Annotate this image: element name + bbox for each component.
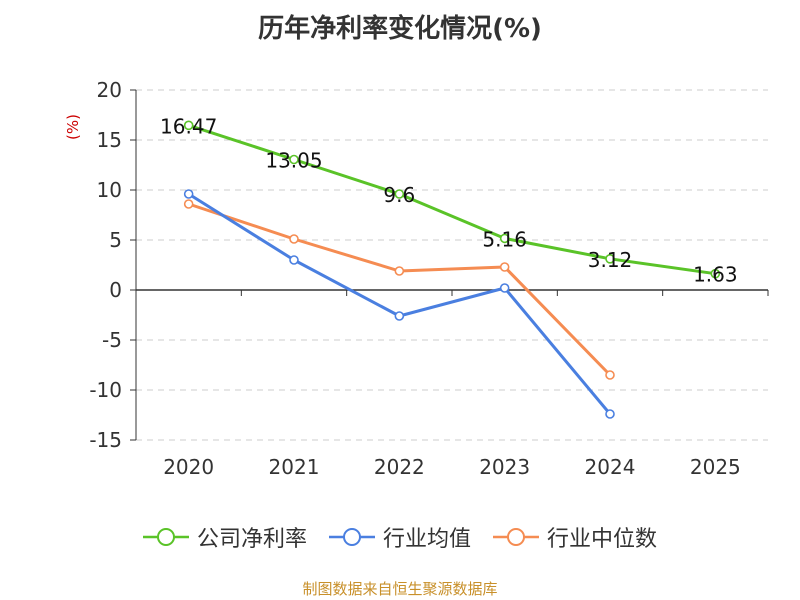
data-point — [710, 268, 721, 279]
data-point — [394, 189, 405, 199]
legend-marker-icon — [493, 528, 539, 546]
data-point — [289, 255, 299, 265]
data-label: 9.6 — [383, 183, 415, 207]
data-point — [499, 283, 510, 293]
data-point — [605, 253, 615, 264]
data-point — [183, 189, 194, 199]
data-point — [605, 370, 615, 380]
legend-label: 行业均值 — [382, 527, 471, 552]
chart-title: 历年净利率变化情况(%) — [258, 14, 542, 44]
legend-marker-icon — [142, 528, 189, 546]
y-tick-label: 20 — [97, 78, 122, 102]
data-point — [289, 154, 299, 165]
series-lines — [183, 120, 721, 419]
x-tick-label: 2021 — [269, 455, 320, 479]
series-line — [188, 123, 716, 276]
data-point — [289, 234, 299, 244]
y-tick-label: -10 — [89, 378, 122, 402]
y-tick-label: 5 — [109, 228, 122, 252]
data-point — [183, 120, 194, 131]
data-point — [394, 266, 405, 276]
y-tick-label: 0 — [109, 278, 122, 302]
source-note: 制图数据来自恒生聚源数据库 — [302, 580, 498, 598]
axes: 20 15 10 5 0 -5 -10 -15 2020 2021 2022 2023 2024 2025… — [64, 78, 769, 479]
y-tick-label: 15 — [97, 128, 122, 152]
x-tick-label: 2020 — [163, 455, 214, 479]
data-point — [394, 311, 405, 321]
data-point — [499, 233, 510, 244]
y-axis-label: (%) — [64, 114, 82, 140]
data-label: 16.47 — [160, 114, 217, 138]
data-label: 5.16 — [482, 227, 527, 251]
x-tick-label: 2025 — [690, 455, 741, 479]
data-labels: 16.47 13.05 9.6 5.16 3.12 1.63 — [160, 114, 738, 286]
data-label: 3.12 — [588, 248, 633, 272]
legend-item: 公司净利率 — [142, 521, 307, 553]
x-tick-label: 2023 — [479, 455, 530, 479]
data-point — [183, 199, 194, 209]
legend-label: 公司净利率 — [196, 527, 307, 552]
data-label: 1.63 — [693, 263, 738, 287]
x-tick-label: 2022 — [374, 455, 425, 479]
legend: 公司净利率 行业均值 行业中位数 — [0, 520, 800, 554]
y-tick-label: -5 — [102, 328, 122, 352]
data-label: 13.05 — [265, 149, 322, 173]
gridlines — [136, 89, 768, 441]
legend-item: 行业均值 — [328, 521, 471, 553]
x-tick-label: 2024 — [585, 455, 636, 479]
data-point — [499, 262, 510, 272]
series-line — [187, 192, 612, 415]
legend-marker-icon — [328, 528, 375, 546]
legend-item: 行业中位数 — [493, 521, 657, 553]
legend-label: 行业中位数 — [547, 527, 658, 552]
y-tick-label: 10 — [97, 178, 122, 202]
data-point — [605, 409, 615, 419]
y-tick-label: -15 — [89, 428, 122, 452]
